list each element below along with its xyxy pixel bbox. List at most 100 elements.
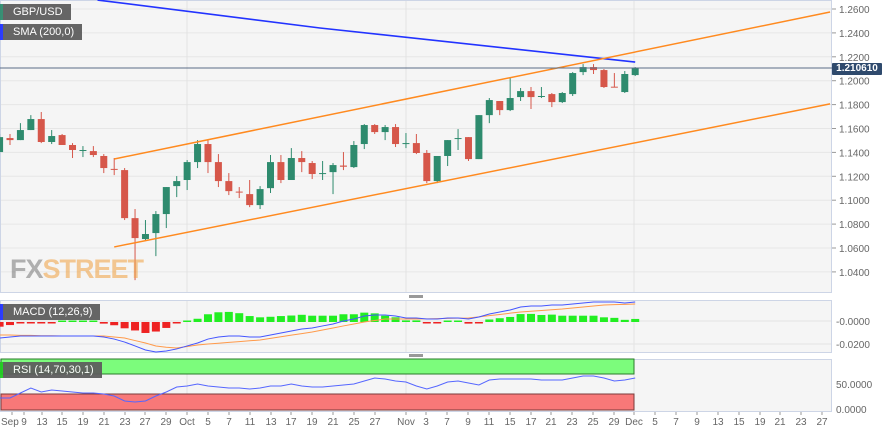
macd-histogram-bar	[599, 317, 608, 322]
macd-histogram-bar	[37, 322, 46, 324]
legend-rsi[interactable]: RSI (14,70,30,1)	[0, 362, 102, 378]
legend-sma[interactable]: SMA (200,0)	[0, 24, 83, 40]
candle-body	[225, 181, 233, 192]
x-tick-label: 5	[652, 417, 658, 428]
current-price-tag: 1.210610	[832, 63, 882, 75]
candle-body	[298, 158, 306, 163]
channel-upper-line	[114, 11, 831, 160]
candle-body	[517, 91, 525, 98]
candle	[131, 209, 139, 281]
candle	[392, 124, 400, 148]
rsi-divider-handle[interactable]	[409, 354, 423, 357]
candle-body	[319, 173, 327, 175]
price-tick-label: 1.1400	[839, 148, 870, 159]
x-tick-label: 7	[226, 417, 232, 428]
macd-histogram-bar	[474, 322, 483, 324]
macd-histogram-bar	[506, 316, 515, 322]
candle	[558, 92, 566, 104]
candle-body	[381, 127, 389, 133]
x-tick-label: Sep	[1, 417, 19, 428]
price-tick-label: 1.0600	[839, 244, 870, 255]
x-tick-label: 9	[465, 417, 471, 428]
price-tick-label: 1.1000	[839, 196, 870, 207]
legend-macd[interactable]: MACD (12,26,9)	[0, 304, 101, 320]
macd-histogram-bar	[568, 315, 577, 322]
candle	[631, 67, 639, 77]
x-tick-label: 21	[98, 417, 110, 428]
candle	[475, 115, 483, 160]
candle-body	[444, 140, 452, 156]
legend-symbol[interactable]: GBP/USD	[0, 4, 71, 20]
axes: 1.2600 1.2400 1.2200 1.2000 1.1800 1.1600 1.14…	[1, 5, 873, 428]
candle	[537, 87, 545, 99]
candle	[433, 155, 441, 184]
candle	[329, 163, 337, 195]
candle-body	[16, 130, 24, 141]
price-tick-label: 1.0800	[839, 220, 870, 231]
candle	[194, 140, 202, 169]
candle-body	[423, 152, 431, 182]
x-tick-label: Dec	[625, 417, 643, 428]
candle	[339, 152, 347, 171]
candle	[246, 180, 254, 208]
candle	[412, 133, 420, 155]
rsi-tick-label: 0.0000	[836, 405, 867, 416]
macd-histogram-bar	[6, 322, 14, 326]
candle-body	[360, 125, 368, 145]
candle-body	[350, 144, 358, 168]
macd-histogram-bar	[235, 313, 244, 322]
macd-histogram-bar	[110, 322, 119, 326]
macd-histogram-bar	[214, 312, 223, 322]
macd-histogram-bar	[318, 315, 327, 322]
macd-histogram-bar	[485, 319, 494, 322]
candle	[287, 148, 295, 181]
macd-histogram-bar	[610, 317, 619, 322]
candle	[600, 68, 608, 88]
candle-body	[412, 143, 420, 153]
x-tick-label: 3	[423, 417, 429, 428]
price-tick-label: 1.2600	[839, 5, 870, 16]
candle-body	[173, 181, 181, 187]
macd-histogram-bar	[422, 322, 431, 324]
macd-histogram-bar	[516, 314, 525, 322]
rsi-tick-label: 50.0000	[836, 380, 873, 391]
x-tick-label: 27	[369, 417, 381, 428]
price-tick-label: 1.2200	[839, 53, 870, 64]
macd-histogram-bar	[495, 318, 504, 322]
macd-histogram-bar	[276, 316, 285, 322]
candle	[225, 173, 233, 196]
macd-histogram-bar	[370, 313, 379, 322]
rsi-line	[0, 375, 636, 403]
macd-histogram-bar	[308, 315, 317, 322]
candle	[183, 160, 191, 191]
candle-body	[183, 162, 191, 181]
macd-histogram-bar	[26, 322, 35, 324]
macd-divider-handle[interactable]	[409, 295, 423, 298]
x-tick-label: 21	[774, 417, 786, 428]
candle	[496, 101, 504, 116]
macd-histogram-bar	[256, 317, 265, 322]
x-tick-label: 13	[712, 417, 724, 428]
macd-histogram-bar	[0, 322, 4, 327]
macd-histogram-bar	[589, 315, 598, 322]
price-tick-label: 1.1200	[839, 172, 870, 183]
candle-body	[454, 138, 462, 140]
channel-lower-line	[114, 103, 831, 248]
macd-histogram-bar	[412, 320, 421, 322]
x-tick-label: 25	[587, 417, 599, 428]
x-tick-label: 15	[504, 417, 516, 428]
macd-histogram-bar	[151, 322, 160, 332]
candle-body	[579, 67, 587, 73]
macd-histogram-bar	[68, 320, 77, 322]
macd-histogram-bar	[339, 314, 348, 322]
macd-histogram-bar	[537, 314, 546, 322]
candle	[548, 93, 556, 108]
x-tick-label: 7	[673, 417, 679, 428]
macd-histogram-bar	[401, 320, 410, 322]
candle-body	[27, 119, 35, 131]
candle-body	[79, 150, 87, 152]
candle-body	[527, 91, 535, 98]
macd-tick-label: -0.0000	[836, 317, 870, 328]
candle	[590, 64, 598, 75]
